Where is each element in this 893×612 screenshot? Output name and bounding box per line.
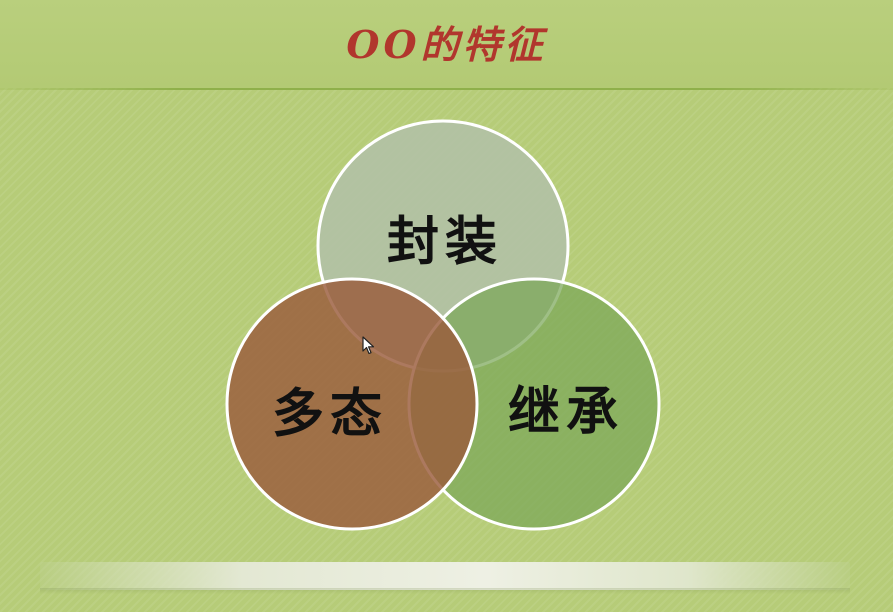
mouse-pointer-icon bbox=[362, 336, 375, 355]
bottom-bar-shadow bbox=[40, 588, 850, 594]
venn-label-inheritance: 继承 bbox=[508, 382, 624, 443]
bottom-highlight-bar bbox=[40, 562, 850, 590]
venn-label-polymorphism: 多态 bbox=[272, 384, 388, 445]
slide-title: OO的特征 bbox=[346, 22, 547, 67]
title-band bbox=[0, 0, 893, 88]
title-divider bbox=[0, 88, 893, 90]
venn-circle-polymorphism bbox=[225, 277, 479, 531]
venn-label-encapsulation: 封装 bbox=[387, 212, 503, 273]
